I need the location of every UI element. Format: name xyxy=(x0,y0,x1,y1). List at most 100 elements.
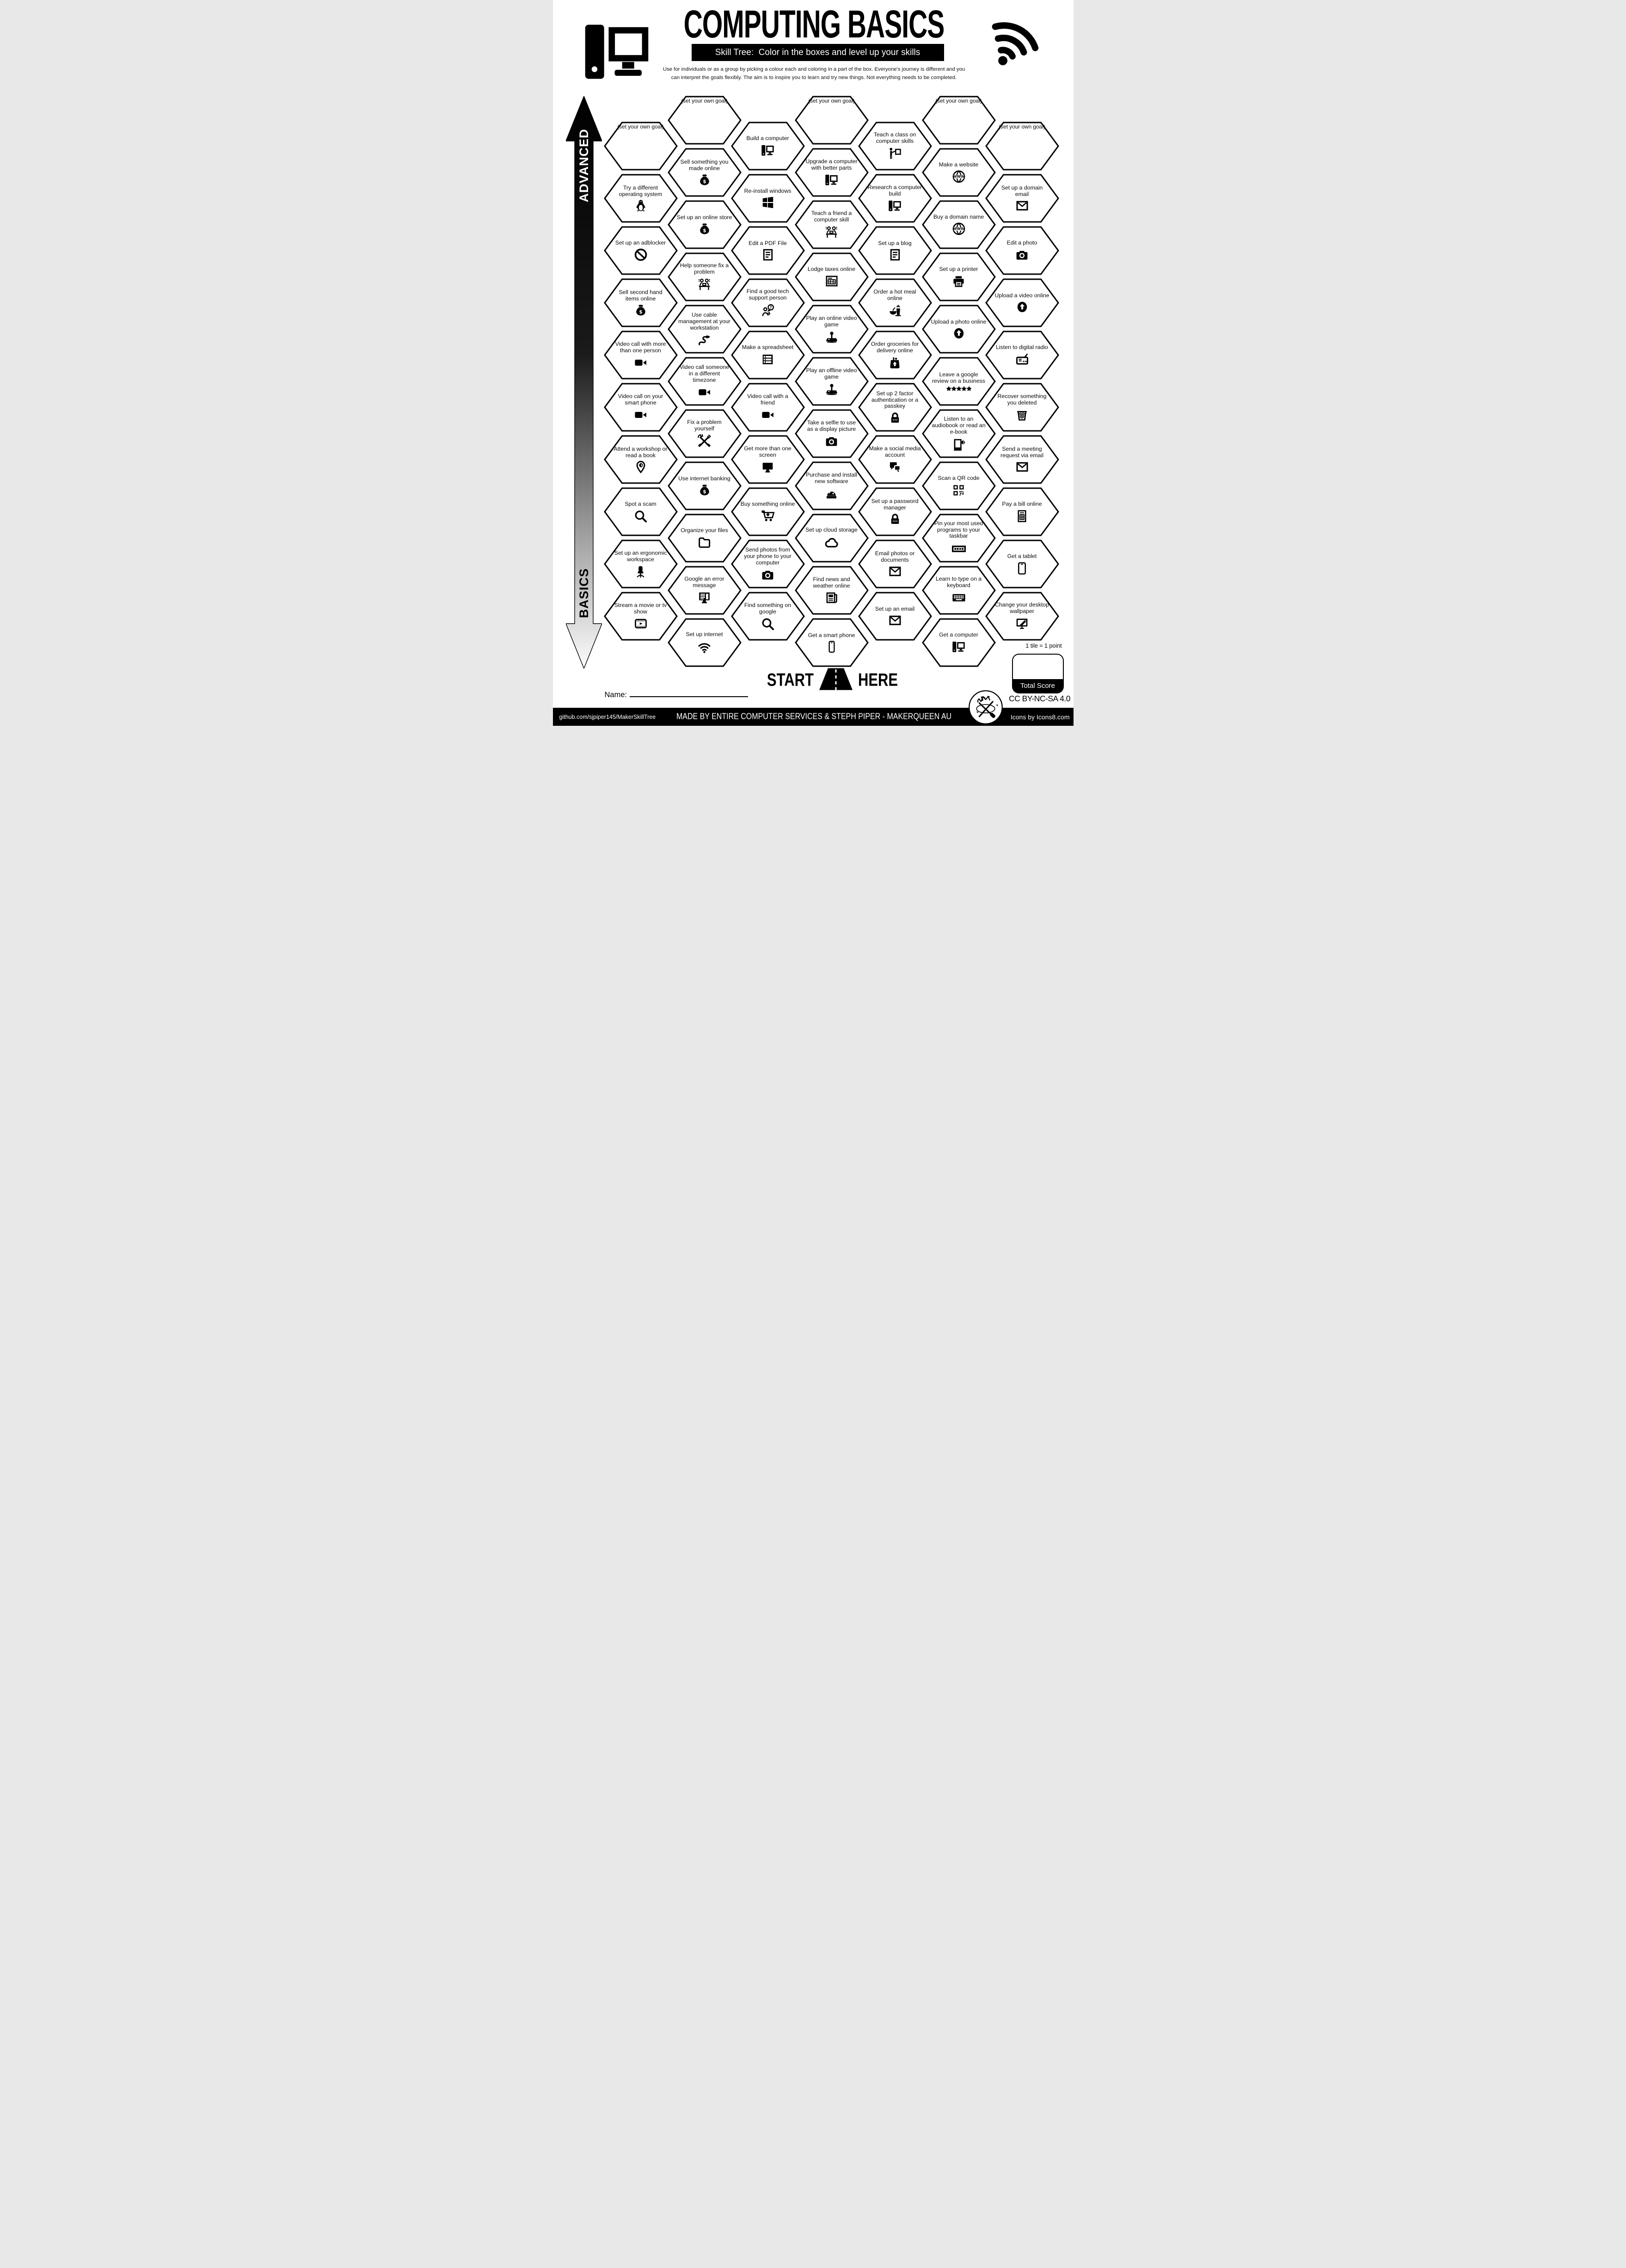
hex-set-up-internet[interactable]: Set up internet xyxy=(667,618,742,667)
hex-find-something-on-google[interactable]: Find something on google xyxy=(730,592,805,641)
hex-send-a-meeting-request-via-email[interactable]: Send a meeting request via email xyxy=(985,435,1059,484)
hex-get-a-tablet[interactable]: Get a tablet xyxy=(985,539,1059,588)
taskbar-icon xyxy=(951,541,967,557)
hex-send-photos-from-your-phone-to-your-computer[interactable]: Send photos from your phone to your comp… xyxy=(730,539,805,588)
hex-pay-a-bill-online[interactable]: Pay a bill online xyxy=(985,487,1059,536)
hex-buy-something-online[interactable]: Buy something online xyxy=(730,487,805,536)
tablet-icon xyxy=(1015,561,1029,576)
hex-tile-label: Set up a printer xyxy=(939,266,978,273)
hex-build-a-computer[interactable]: Build a computer xyxy=(730,122,805,171)
windows-icon xyxy=(761,196,775,209)
hex-find-a-good-tech-support-person[interactable]: Find a good tech support person? xyxy=(730,278,805,327)
hex-spot-a-scam[interactable]: Spot a scam xyxy=(603,487,678,536)
hex-sell-something-you-made-online[interactable]: Sell something you made online $ xyxy=(667,148,742,197)
hex-upload-a-video-online[interactable]: Upload a video online xyxy=(985,278,1059,327)
hex-take-a-selfie-to-use-as-a-display-picture[interactable]: Take a selfie to use as a display pictur… xyxy=(794,409,869,458)
hex-find-news-and-weather-online[interactable]: Find news and weather online xyxy=(794,566,869,615)
hex-pin-your-most-used-programs-to-your-taskbar[interactable]: Pin your most used programs to your task… xyxy=(921,514,996,563)
chair-icon xyxy=(633,564,648,579)
hex-scan-a-qr-code[interactable]: Scan a QR code xyxy=(921,461,996,510)
hex-set-up-an-online-store[interactable]: Set up an online store $ xyxy=(667,200,742,249)
hex-tile-label: Use internet banking xyxy=(678,475,730,482)
hex-use-cable-management-at-your-workstation[interactable]: Use cable management at your workstation xyxy=(667,305,742,354)
hex-stream-a-movie-or-tv-show[interactable]: Stream a movie or tv show xyxy=(603,592,678,641)
hex-set-up-an-email[interactable]: Set up an email xyxy=(858,592,932,641)
hex-order-groceries-for-delivery-online[interactable]: Order groceries for delivery online xyxy=(858,331,932,380)
hex-leave-a-google-review-on-a-business[interactable]: Leave a google review on a business xyxy=(921,357,996,406)
hex-re-install-windows[interactable]: Re-install windows xyxy=(730,174,805,223)
hex-set-your-own-goal[interactable]: (set your own goal) xyxy=(667,96,742,145)
upload-icon xyxy=(952,326,966,340)
hex-sell-second-hand-items-online[interactable]: Sell second hand items online $ xyxy=(603,278,678,327)
money-bag-icon: $ xyxy=(698,222,712,236)
hex-recover-something-you-deleted[interactable]: Recover something you deleted xyxy=(985,383,1059,432)
hex-video-call-with-more-than-one-person[interactable]: Video call with more than one person xyxy=(603,331,678,380)
hex-set-up-cloud-storage[interactable]: Set up cloud storage xyxy=(794,514,869,563)
hex-set-up-2-factor-authentication-or-a-passkey[interactable]: Set up 2 factor authentication or a pass… xyxy=(858,383,932,432)
hex-video-call-someone-in-a-different-timezone[interactable]: Video call someone in a different timezo… xyxy=(667,357,742,406)
hex-listen-to-an-audiobook-or-read-an-e-book[interactable]: Listen to an audiobook or read an e-book xyxy=(921,409,996,458)
hex-attend-a-workshop-or-read-a-book[interactable]: Attend a workshop or read a book xyxy=(603,435,678,484)
hex-help-someone-fix-a-problem[interactable]: Help someone fix a problem xyxy=(667,252,742,301)
hex-organize-your-files[interactable]: Organize your files xyxy=(667,514,742,563)
name-label: Name: xyxy=(604,691,627,699)
hex-tile-label: Email photos or documents xyxy=(875,550,915,563)
hex-tile-label: Pay a bill online xyxy=(1002,501,1042,508)
hex-tile-label: Lodge taxes online xyxy=(807,265,856,272)
hex-teach-a-class-on-computer-skills[interactable]: Teach a class on computer skills xyxy=(858,122,932,171)
hex-set-up-a-domain-email[interactable]: Set up a domain email xyxy=(985,174,1059,223)
total-score-box[interactable]: Total Score xyxy=(1012,654,1064,693)
hex-set-up-an-ergonomic-workspace[interactable]: Set up an ergonomic workspace xyxy=(603,539,678,588)
hex-make-a-website[interactable]: Make a website WWW xyxy=(921,148,996,197)
cart-icon xyxy=(761,509,775,523)
hex-lodge-taxes-online[interactable]: Lodge taxes online xyxy=(794,252,869,301)
hex-tile-label: (set your own goal) xyxy=(999,123,1045,130)
hex-set-up-an-adblocker[interactable]: Set up an adblocker xyxy=(603,226,678,275)
hex-edit-a-pdf-file[interactable]: Edit a PDF File xyxy=(730,226,805,275)
desktop-computer-icon xyxy=(761,143,775,158)
hex-video-call-with-a-friend[interactable]: Video call with a friend xyxy=(730,383,805,432)
hex-teach-a-friend-a-computer-skill[interactable]: Teach a friend a computer skill xyxy=(794,200,869,249)
hex-get-more-than-one-screen[interactable]: Get more than one screen xyxy=(730,435,805,484)
hex-tile-label: Video call someone in a different timezo… xyxy=(679,364,730,383)
hex-get-a-computer[interactable]: Get a computer xyxy=(921,618,996,667)
hex-tile-label: Scan a QR code xyxy=(938,475,980,482)
hot-meal-icon xyxy=(888,303,902,318)
hex-purchase-and-install-new-software[interactable]: Purchase and install new software xyxy=(794,461,869,510)
hex-change-your-desktop-wallpaper[interactable]: Change your desktop wallpaper xyxy=(985,592,1059,641)
hex-tile-label: Sell something you made online xyxy=(680,158,729,172)
hex-tile-label: Fix a problem yourself xyxy=(687,419,722,432)
hex-email-photos-or-documents[interactable]: Email photos or documents xyxy=(858,539,932,588)
magnifier-icon xyxy=(761,617,775,631)
hex-research-a-computer-build[interactable]: Research a computer build xyxy=(858,174,932,223)
hex-set-your-own-goal[interactable]: (set your own goal) xyxy=(794,96,869,145)
hex-tile-label: Send photos from your phone to your comp… xyxy=(744,546,792,566)
hex-video-call-on-your-smart-phone[interactable]: Video call on your smart phone xyxy=(603,383,678,432)
hex-play-an-offline-video-game[interactable]: Play an offline video game xyxy=(794,357,869,406)
hex-set-your-own-goal[interactable]: (set your own goal) xyxy=(921,96,996,145)
hex-fix-a-problem-yourself[interactable]: Fix a problem yourself xyxy=(667,409,742,458)
hex-tile-label: Find news and weather online xyxy=(813,576,850,589)
page-title: COMPUTING BASICS xyxy=(683,2,945,47)
hex-set-up-a-blog[interactable]: Set up a blog xyxy=(858,226,932,275)
hex-buy-a-domain-name[interactable]: Buy a domain name WWW xyxy=(921,200,996,249)
hex-listen-to-digital-radio[interactable]: Listen to digital radio xyxy=(985,331,1059,380)
name-input-line[interactable] xyxy=(630,689,749,697)
hex-get-a-smart-phone[interactable]: Get a smart phone xyxy=(794,618,869,667)
footer-github-link[interactable]: github.com/sjpiper145/MakerSkillTree xyxy=(559,713,656,720)
hex-set-up-a-password-manager[interactable]: Set up a password manager xyxy=(858,487,932,536)
hex-upgrade-a-computer-with-better-parts[interactable]: Upgrade a computer with better parts xyxy=(794,148,869,197)
hex-try-a-different-operating-system[interactable]: Try a different operating system xyxy=(603,174,678,223)
hex-learn-to-type-on-a-keyboard[interactable]: Learn to type on a keyboard xyxy=(921,566,996,615)
hex-google-an-error-message[interactable]: Google an error message xyxy=(667,566,742,615)
hex-set-up-a-printer[interactable]: Set up a printer xyxy=(921,252,996,301)
hex-set-your-own-goal[interactable]: (set your own goal) xyxy=(603,122,678,171)
hex-use-internet-banking[interactable]: Use internet banking $ xyxy=(667,461,742,510)
hex-make-a-spreadsheet[interactable]: Make a spreadsheet xyxy=(730,331,805,380)
hex-play-an-online-video-game[interactable]: Play an online video game xyxy=(794,305,869,354)
hex-upload-a-photo-online[interactable]: Upload a photo online xyxy=(921,305,996,354)
hex-edit-a-photo[interactable]: Edit a photo xyxy=(985,226,1059,275)
hex-order-a-hot-meal-online[interactable]: Order a hot meal online xyxy=(858,278,932,327)
hex-make-a-social-media-account[interactable]: Make a social media account xyxy=(858,435,932,484)
hex-set-your-own-goal[interactable]: (set your own goal) xyxy=(985,122,1059,171)
